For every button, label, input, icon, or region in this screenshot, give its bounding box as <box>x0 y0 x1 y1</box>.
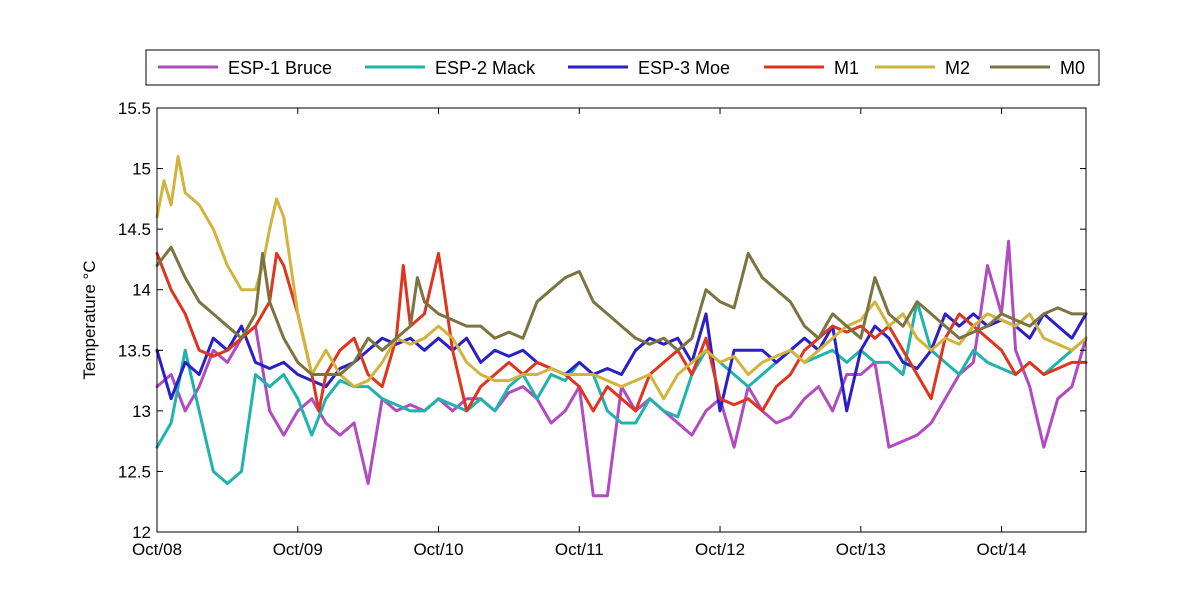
legend-label-0: ESP-1 Bruce <box>228 58 332 78</box>
legend-items: ESP-1 Bruce ESP-2 Mack ESP-3 Moe M1 M2 M0 <box>158 58 1085 78</box>
legend-label-3: M1 <box>834 58 859 78</box>
x-tick-label: Oct/13 <box>836 540 886 559</box>
series-line-4 <box>155 155 1088 401</box>
x-tick-label: Oct/12 <box>695 540 745 559</box>
y-tick-label: 15 <box>132 160 151 179</box>
legend: ESP-1 Bruce ESP-2 Mack ESP-3 Moe M1 M2 M0 <box>145 49 1100 86</box>
x-tick-label: Oct/10 <box>413 540 463 559</box>
legend-label-4: M2 <box>945 58 970 78</box>
y-axis-label: Temperature °C <box>80 260 99 379</box>
y-tick-label: 14 <box>132 281 151 300</box>
y-tick-label: 13.5 <box>118 341 151 360</box>
y-tick-label: 14.5 <box>118 220 151 239</box>
series-line-5 <box>155 245 1088 376</box>
x-tick-label: Oct/08 <box>132 540 182 559</box>
series-line-0 <box>155 239 1088 498</box>
plot-frame <box>156 107 1087 533</box>
y-tick-label: 12.5 <box>118 462 151 481</box>
x-tick-label: Oct/09 <box>273 540 323 559</box>
legend-label-2: ESP-3 Moe <box>638 58 730 78</box>
y-axis: 12 12.5 13 13.5 14 14.5 15 15.5 <box>118 99 1086 542</box>
plot-series <box>155 155 1088 498</box>
legend-label-5: M0 <box>1060 58 1085 78</box>
x-axis: Oct/08 Oct/09 Oct/10 Oct/11 Oct/12 Oct/13 Oct/… <box>132 108 1027 559</box>
x-tick-label: Oct/11 <box>555 540 604 559</box>
y-tick-label: 13 <box>132 402 151 421</box>
x-tick-label: Oct/14 <box>976 540 1026 559</box>
y-tick-label: 12 <box>132 523 151 542</box>
y-tick-label: 15.5 <box>118 99 151 118</box>
legend-label-1: ESP-2 Mack <box>435 58 536 78</box>
